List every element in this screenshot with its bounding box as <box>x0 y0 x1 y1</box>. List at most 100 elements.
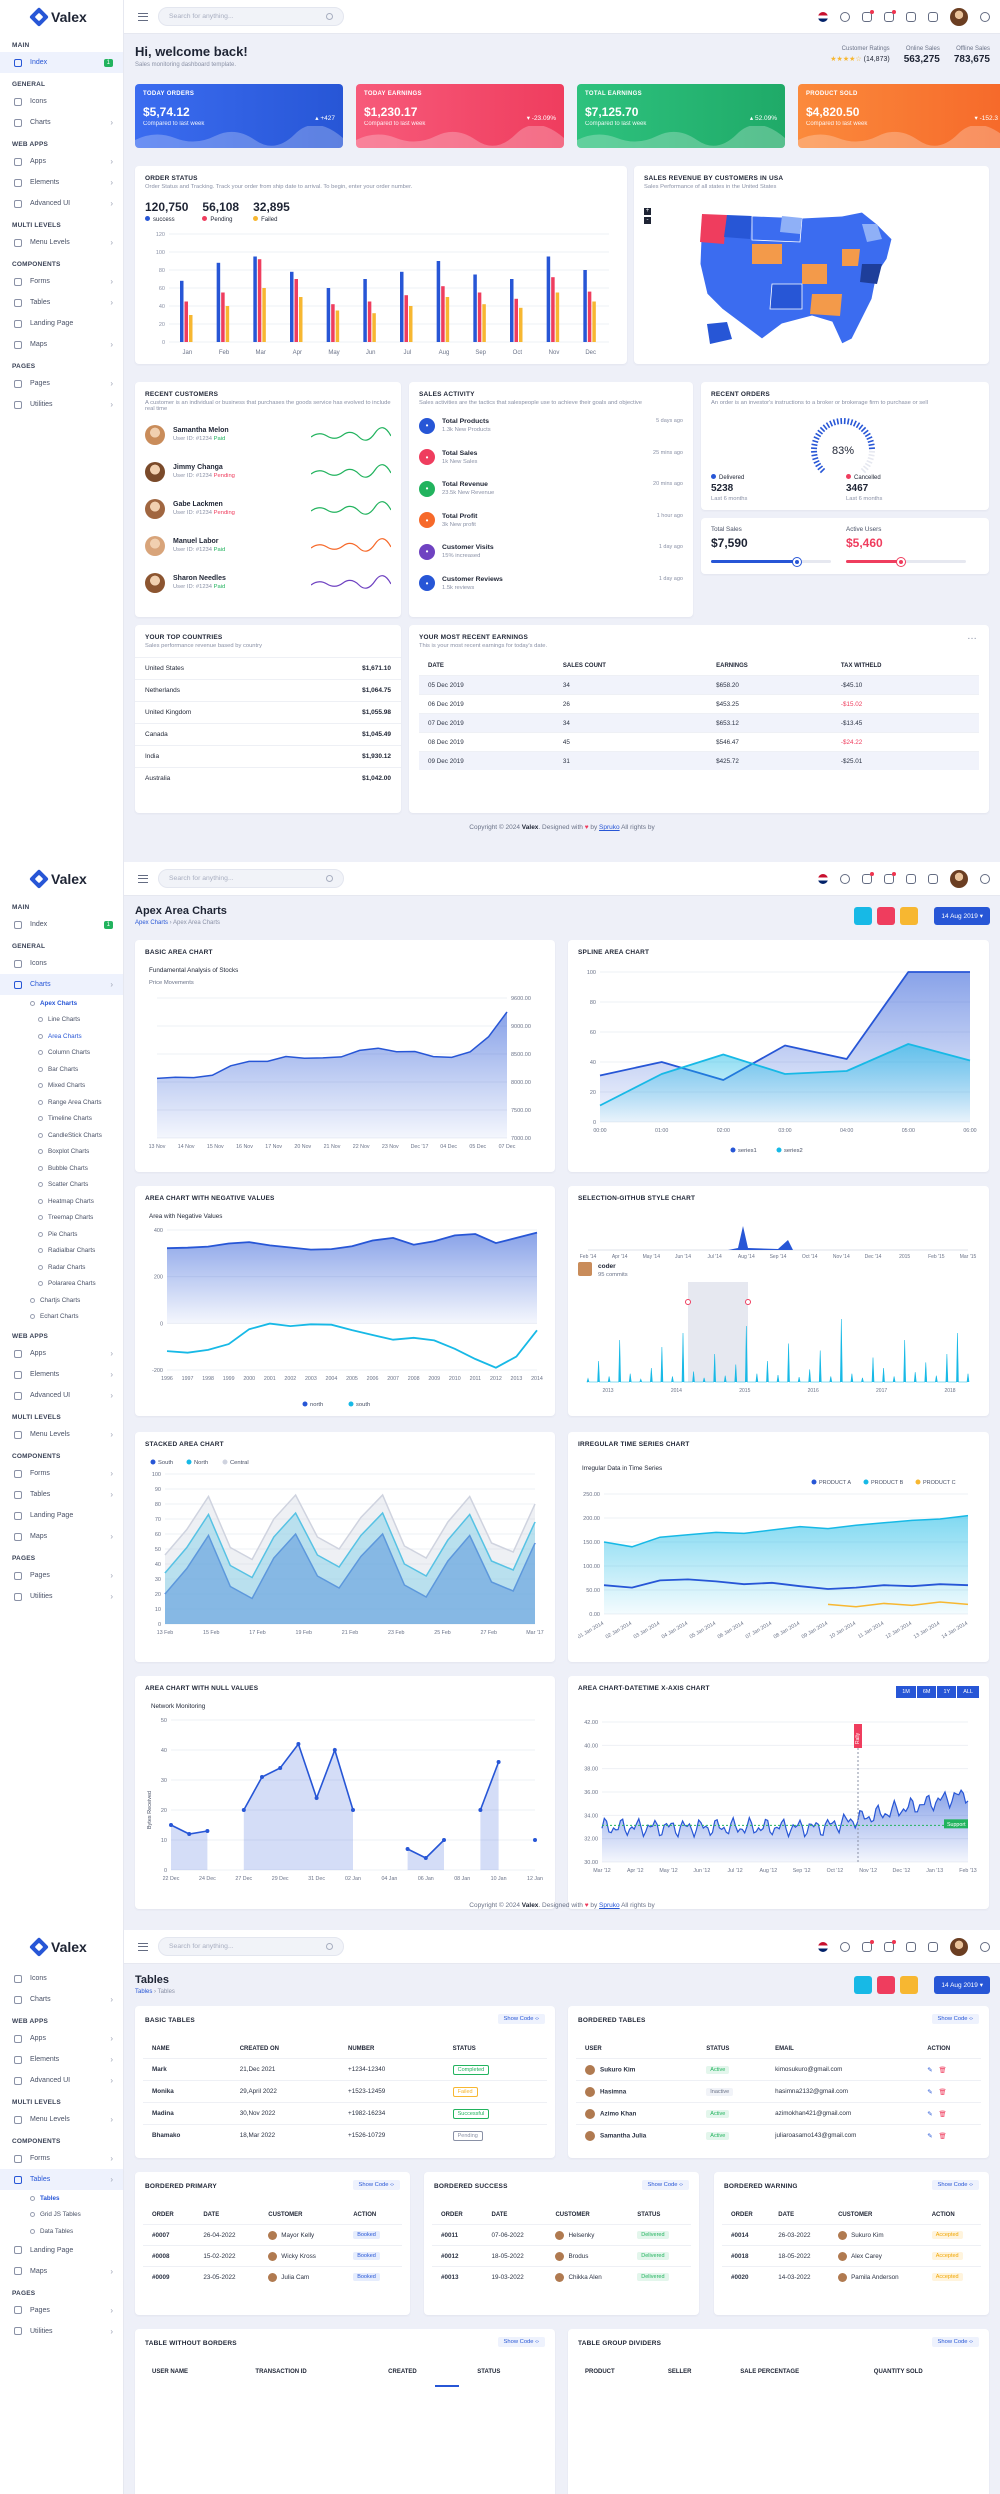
edit-icon[interactable]: ✎ <box>927 2066 933 2074</box>
sidebar-subitem-line-charts[interactable]: Line Charts <box>0 1012 123 1029</box>
filter-button[interactable] <box>854 907 872 925</box>
status-badge[interactable]: Accepted <box>931 2252 963 2260</box>
data-point[interactable] <box>423 1856 428 1860</box>
sidebar-item-advanced-ui[interactable]: Advanced UI › <box>0 1385 123 1406</box>
sidebar-subitem-scatter-charts[interactable]: Scatter Charts <box>0 1177 123 1194</box>
sidebar-item-tables[interactable]: Tables › <box>0 2169 123 2190</box>
sidebar-item-apps[interactable]: Apps › <box>0 2028 123 2049</box>
legend-label[interactable]: series1 <box>738 1148 757 1154</box>
fullscreen-icon[interactable] <box>906 1941 916 1952</box>
sidebar-item-menu-levels[interactable]: Menu Levels › <box>0 232 123 253</box>
bar-failed[interactable] <box>299 297 303 342</box>
stacked-series-line[interactable] <box>164 1511 536 1579</box>
sales-slider-handle[interactable] <box>793 557 801 566</box>
sidebar-subitem-data-tables[interactable]: Data Tables <box>0 2223 123 2240</box>
logo[interactable]: Valex <box>0 862 123 896</box>
bar-failed[interactable] <box>409 306 413 342</box>
sidebar-subitem-range-area-charts[interactable]: Range Area Charts <box>0 1094 123 1111</box>
map-zoom-out-button[interactable]: - <box>644 217 651 224</box>
bar-pending[interactable] <box>514 298 519 342</box>
users-slider-handle[interactable] <box>897 557 905 566</box>
apps-grid-icon[interactable] <box>928 873 938 884</box>
sidebar-item-maps[interactable]: Maps › <box>0 1526 123 1547</box>
sidebar-item-index[interactable]: Index 1 <box>0 52 123 73</box>
data-point[interactable] <box>241 1808 246 1812</box>
sidebar-subitem-apex-charts[interactable]: Apex Charts <box>0 995 123 1012</box>
logo[interactable]: Valex <box>0 0 123 34</box>
show-code-button[interactable]: Show Code ‹› <box>931 2337 979 2347</box>
sidebar-subitem-boxplot-charts[interactable]: Boxplot Charts <box>0 1144 123 1161</box>
legend-label[interactable]: north <box>310 1402 323 1408</box>
bar-success[interactable] <box>400 271 404 342</box>
sidebar-item-maps[interactable]: Maps › <box>0 2261 123 2282</box>
sidebar-item-utilities[interactable]: Utilities › <box>0 1586 123 1607</box>
bar-success[interactable] <box>216 262 221 342</box>
sidebar-subitem-pie-charts[interactable]: Pie Charts <box>0 1226 123 1243</box>
sidebar-item-advanced-ui[interactable]: Advanced UI › <box>0 2070 123 2091</box>
usa-map[interactable] <box>692 204 912 354</box>
legend-label[interactable]: South <box>158 1460 173 1466</box>
data-point[interactable] <box>351 1808 355 1812</box>
selection-window[interactable] <box>688 1282 748 1382</box>
show-code-button[interactable]: Show Code ‹› <box>641 2180 689 2190</box>
bar-failed[interactable] <box>445 297 450 342</box>
bar-pending[interactable] <box>331 304 335 342</box>
cart-icon[interactable] <box>862 871 874 884</box>
sidebar-subitem-timeline-charts[interactable]: Timeline Charts <box>0 1111 123 1128</box>
sidebar-item-pages[interactable]: Pages › <box>0 2300 123 2321</box>
range-button-1m[interactable]: 1M <box>896 1686 916 1698</box>
activity-row-total-profit[interactable]: • Total Profit 3k New profit 1 hour ago <box>409 505 693 537</box>
bar-pending[interactable] <box>257 259 262 342</box>
sidebar-subitem-radialbar-charts[interactable]: Radialbar Charts <box>0 1243 123 1260</box>
search-input[interactable]: Search for anything... <box>158 869 344 888</box>
sidebar-item-utilities[interactable]: Utilities › <box>0 2321 123 2342</box>
sidebar-item-pages[interactable]: Pages › <box>0 373 123 394</box>
status-badge[interactable]: Booked <box>353 2231 380 2239</box>
status-badge[interactable]: Accepted <box>931 2231 963 2239</box>
search-input[interactable]: Search for anything... <box>158 1937 344 1956</box>
edit-icon[interactable]: ✎ <box>927 2132 933 2140</box>
star-button[interactable] <box>877 1976 895 1994</box>
language-flag-icon[interactable] <box>818 1941 828 1952</box>
stacked-series-line[interactable] <box>164 1493 536 1561</box>
sidebar-subitem-grid-js-tables[interactable]: Grid JS Tables <box>0 2207 123 2224</box>
language-flag-icon[interactable] <box>818 873 828 884</box>
sidebar-item-apps[interactable]: Apps › <box>0 1343 123 1364</box>
data-point[interactable] <box>314 1796 319 1800</box>
sidebar-item-icons[interactable]: Icons <box>0 91 123 112</box>
bar-failed[interactable] <box>592 301 596 343</box>
delete-icon[interactable]: 🗑 <box>938 2066 947 2074</box>
sidebar-item-forms[interactable]: Forms › <box>0 2148 123 2169</box>
customer-row[interactable]: Samantha Melon User ID: #1234 Paid <box>135 416 401 453</box>
sidebar-item-landing-page[interactable]: Landing Page <box>0 2240 123 2261</box>
sidebar-subitem-bubble-charts[interactable]: Bubble Charts <box>0 1160 123 1177</box>
show-code-button[interactable]: Show Code ‹› <box>352 2180 400 2190</box>
sidebar-item-charts[interactable]: Charts › <box>0 974 123 995</box>
data-point[interactable] <box>278 1766 283 1770</box>
bar-pending[interactable] <box>367 301 372 343</box>
data-point[interactable] <box>169 1823 173 1827</box>
range-button-6m[interactable]: 6M <box>916 1686 937 1698</box>
sidebar-item-tables[interactable]: Tables › <box>0 292 123 313</box>
data-point[interactable] <box>405 1847 410 1851</box>
product-a-line[interactable] <box>603 1514 969 1548</box>
author-link[interactable]: Spruko <box>599 824 620 831</box>
customer-row[interactable]: Sharon Needles User ID: #1234 Paid <box>135 564 401 601</box>
user-avatar[interactable] <box>950 1937 968 1956</box>
logo[interactable]: Valex <box>0 1930 123 1964</box>
sidebar-item-advanced-ui[interactable]: Advanced UI › <box>0 193 123 214</box>
range-button-1y[interactable]: 1Y <box>937 1686 957 1698</box>
delete-icon[interactable]: 🗑 <box>938 2110 947 2118</box>
sidebar-subitem-bar-charts[interactable]: Bar Charts <box>0 1061 123 1078</box>
notification-bell-icon[interactable] <box>884 871 896 884</box>
theme-moon-icon[interactable] <box>840 873 850 884</box>
sidebar-item-apps[interactable]: Apps › <box>0 151 123 172</box>
show-code-button[interactable]: Show Code ‹› <box>931 2014 979 2024</box>
sidebar-item-forms[interactable]: Forms › <box>0 271 123 292</box>
map-zoom-in-button[interactable]: + <box>644 208 651 215</box>
sidebar-item-forms[interactable]: Forms › <box>0 1463 123 1484</box>
notification-bell-icon[interactable] <box>884 9 896 22</box>
legend-label[interactable]: series2 <box>784 1148 803 1154</box>
bar-pending[interactable] <box>477 292 482 343</box>
bar-success[interactable] <box>326 288 331 342</box>
